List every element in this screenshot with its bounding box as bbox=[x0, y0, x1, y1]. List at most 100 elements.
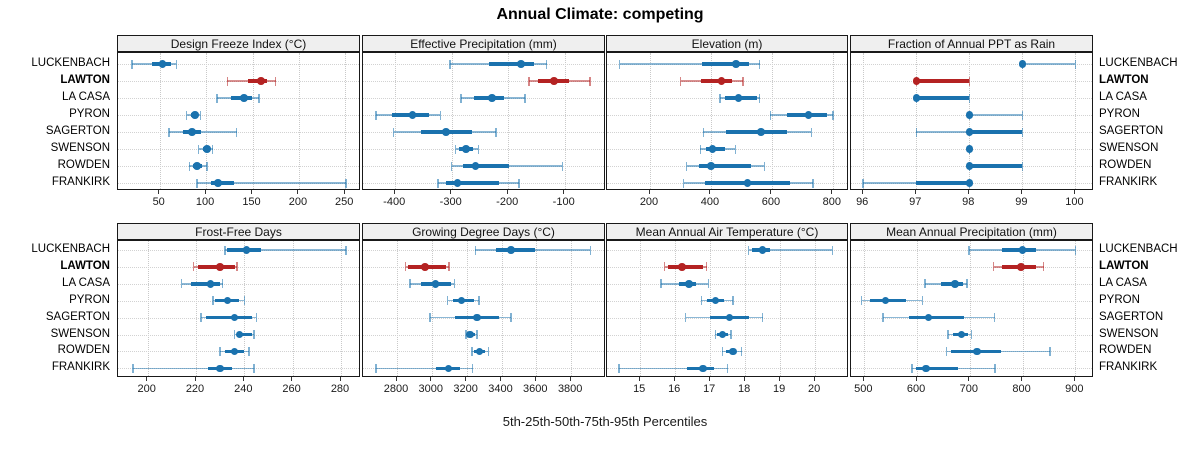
percentile-range-25-75 bbox=[699, 164, 751, 168]
median-dot bbox=[951, 280, 959, 288]
percentile-cap bbox=[992, 262, 995, 272]
median-dot bbox=[223, 296, 232, 305]
percentile-cap bbox=[1049, 346, 1051, 356]
gridline-vertical bbox=[252, 53, 254, 189]
panel-design-freeze-index-c bbox=[117, 52, 360, 190]
median-dot bbox=[230, 313, 239, 322]
median-dot bbox=[240, 94, 248, 102]
row-label-right-rowden: ROWDEN bbox=[1099, 159, 1152, 171]
median-dot bbox=[965, 128, 974, 136]
gridline-vertical bbox=[864, 241, 866, 376]
median-dot bbox=[488, 94, 496, 102]
percentile-cap bbox=[471, 363, 474, 373]
gridline-vertical bbox=[771, 53, 773, 189]
percentile-cap bbox=[684, 313, 687, 323]
row-label-right-luckenbach: LUCKENBACH bbox=[1099, 57, 1178, 69]
median-dot bbox=[466, 330, 474, 339]
percentile-cap bbox=[454, 144, 457, 154]
percentile-cap bbox=[219, 346, 221, 356]
gridline-vertical bbox=[501, 241, 503, 376]
gridline-vertical bbox=[345, 53, 347, 189]
median-dot bbox=[707, 162, 715, 170]
median-dot bbox=[708, 145, 717, 153]
median-dot bbox=[230, 347, 239, 356]
percentile-range-5-95 bbox=[748, 249, 833, 251]
axis-tick bbox=[395, 377, 397, 381]
axis-tick bbox=[673, 377, 675, 381]
gridline-vertical bbox=[397, 241, 398, 376]
axis-tick bbox=[339, 377, 341, 381]
axis-tick-label: 280 bbox=[330, 383, 350, 395]
row-label-left-frankirk: FRANKIRK bbox=[51, 361, 110, 374]
percentile-cap bbox=[726, 363, 729, 373]
percentile-cap bbox=[915, 127, 918, 137]
gridline-vertical bbox=[341, 241, 342, 376]
median-dot bbox=[965, 145, 974, 153]
median-dot bbox=[431, 280, 440, 288]
gridline-vertical bbox=[508, 53, 510, 189]
percentile-cap bbox=[460, 93, 462, 103]
axis-tick-label: 96 bbox=[856, 196, 869, 208]
percentile-cap bbox=[719, 93, 721, 103]
gridline-horizontal bbox=[851, 64, 1092, 65]
percentile-cap bbox=[714, 330, 717, 339]
panel-effective-precipitation-mm bbox=[362, 52, 605, 190]
gridline-vertical bbox=[395, 53, 397, 189]
median-dot bbox=[242, 246, 251, 254]
panel-strip-fraction-of-annual-ppt-as-rain: Fraction of Annual PPT as Rain bbox=[850, 35, 1093, 52]
median-dot bbox=[699, 364, 707, 373]
gridline-horizontal bbox=[118, 283, 359, 285]
row-label-left-pyron: PYRON bbox=[69, 293, 110, 306]
gridline-horizontal bbox=[363, 368, 604, 370]
gridline-vertical bbox=[710, 53, 712, 189]
axis-tick-label: 900 bbox=[1065, 383, 1084, 395]
axis-tick bbox=[914, 190, 916, 194]
gridline-vertical bbox=[780, 241, 782, 376]
percentile-range-25-75 bbox=[237, 332, 252, 337]
panel-frost-free-days bbox=[117, 240, 360, 377]
median-dot bbox=[757, 128, 765, 136]
percentile-cap bbox=[721, 346, 724, 356]
percentile-cap bbox=[197, 144, 200, 154]
axis-tick-label: 3600 bbox=[523, 383, 548, 395]
axis-tick-label: 240 bbox=[234, 383, 253, 395]
percentile-cap bbox=[994, 363, 996, 373]
percentile-cap bbox=[561, 161, 564, 171]
axis-tick bbox=[534, 377, 536, 381]
axis-tick bbox=[430, 377, 432, 381]
row-label-left-sagerton: SAGERTON bbox=[45, 125, 110, 137]
percentile-cap bbox=[255, 313, 258, 323]
percentile-cap bbox=[705, 262, 708, 272]
median-dot bbox=[734, 94, 743, 102]
gridline-vertical bbox=[640, 241, 642, 376]
gridline-horizontal bbox=[363, 266, 604, 268]
row-label-right-rowden: ROWDEN bbox=[1099, 344, 1152, 357]
axis-tick-label: 200 bbox=[137, 383, 156, 395]
percentile-cap bbox=[258, 93, 260, 103]
percentile-range-25-75 bbox=[969, 130, 1023, 134]
percentile-cap bbox=[730, 330, 732, 339]
percentile-cap bbox=[679, 76, 682, 86]
median-dot bbox=[457, 296, 466, 305]
percentile-range-25-75 bbox=[909, 315, 965, 320]
axis-tick bbox=[831, 190, 833, 194]
median-dot bbox=[507, 246, 515, 254]
percentile-cap bbox=[545, 59, 548, 69]
axis-tick-label: 16 bbox=[668, 383, 681, 395]
percentile-range-25-75 bbox=[488, 62, 534, 66]
percentile-cap bbox=[429, 313, 431, 323]
axis-tick bbox=[204, 190, 206, 194]
percentile-cap bbox=[474, 245, 477, 255]
percentile-cap bbox=[437, 178, 439, 188]
percentile-cap bbox=[911, 363, 913, 373]
gridline-vertical bbox=[832, 53, 834, 189]
median-dot bbox=[444, 364, 453, 373]
axis-tick bbox=[709, 190, 711, 194]
axis-tick bbox=[915, 377, 917, 381]
percentile-range-25-75 bbox=[1001, 248, 1036, 252]
percentile-cap bbox=[1021, 110, 1024, 120]
percentile-cap bbox=[945, 346, 948, 356]
gridline-vertical bbox=[564, 53, 566, 189]
panel-growing-degree-days-c bbox=[362, 240, 605, 377]
